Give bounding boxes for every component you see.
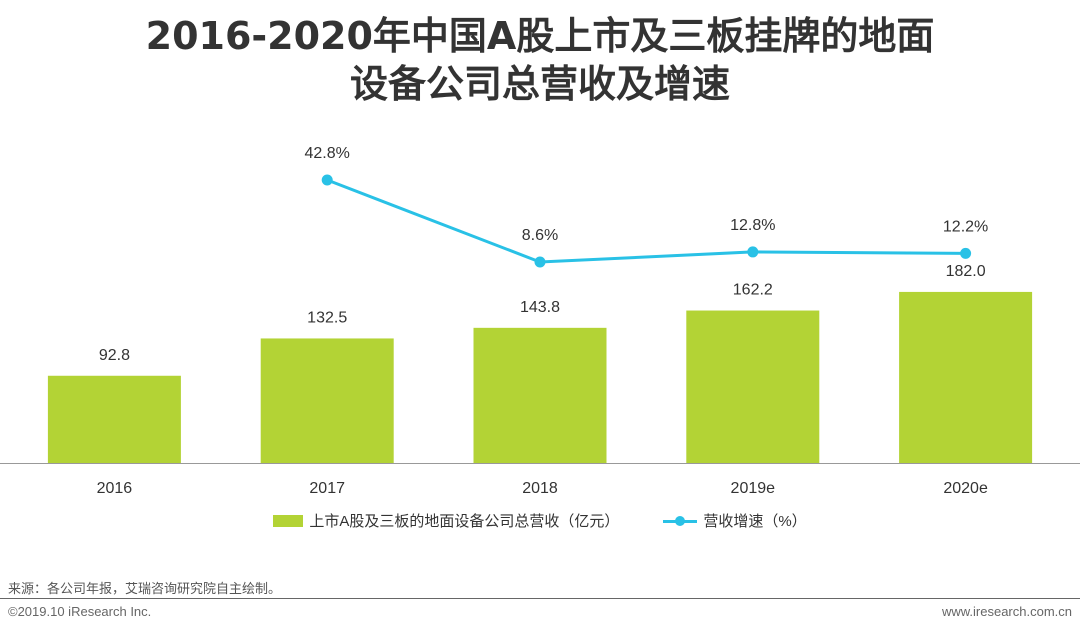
chart-legend: 上市A股及三板的地面设备公司总营收（亿元） 营收增速（%） bbox=[0, 510, 1080, 531]
copyright-text: ©2019.10 iResearch Inc. bbox=[8, 604, 152, 619]
bar-2018 bbox=[473, 327, 607, 463]
chart-title-line-2: 设备公司总营收及增速 bbox=[349, 62, 730, 106]
growth-label-2019e: 12.8% bbox=[730, 217, 775, 234]
growth-point-2018 bbox=[534, 256, 546, 268]
legend-label-revenue: 上市A股及三板的地面设备公司总营收（亿元） bbox=[309, 513, 620, 530]
x-tick-label-2017: 2017 bbox=[309, 480, 345, 497]
growth-point-2017 bbox=[321, 174, 333, 186]
bar-2016 bbox=[47, 375, 181, 463]
legend-label-growth: 营收增速（%） bbox=[703, 513, 807, 530]
growth-label-2020e: 12.2% bbox=[943, 218, 988, 235]
legend-item-growth: 营收增速（%） bbox=[663, 510, 807, 531]
footer-divider bbox=[0, 598, 1080, 599]
growth-line bbox=[326, 178, 966, 264]
bar-label-2019e: 162.2 bbox=[733, 282, 773, 299]
source-note: 来源：各公司年报，艾瑞咨询研究院自主绘制。 bbox=[8, 581, 282, 596]
bar-label-2016: 92.8 bbox=[99, 347, 130, 364]
x-tick-label-2020e: 2020e bbox=[943, 480, 988, 497]
legend-swatch-growth bbox=[663, 515, 698, 527]
bar-2019e bbox=[686, 310, 820, 463]
bar-label-2017: 132.5 bbox=[307, 309, 347, 326]
growth-label-2017: 42.8% bbox=[305, 145, 350, 162]
bar-label-2020e: 182.0 bbox=[946, 263, 986, 280]
bar-2020e bbox=[899, 291, 1033, 463]
growth-label-2018: 8.6% bbox=[522, 227, 558, 244]
chart-title-line-1: 2016-2020年中国A股上市及三板挂牌的地面 bbox=[145, 14, 935, 58]
x-tick-label-2016: 2016 bbox=[97, 480, 133, 497]
legend-item-revenue: 上市A股及三板的地面设备公司总营收（亿元） bbox=[273, 510, 619, 531]
x-tick-label-2019e: 2019e bbox=[731, 480, 776, 497]
growth-point-2020e bbox=[960, 247, 972, 259]
legend-swatch-revenue bbox=[273, 514, 304, 527]
chart-title: 2016-2020年中国A股上市及三板挂牌的地面 设备公司总营收及增速 bbox=[0, 12, 1080, 108]
website-link[interactable]: www.iresearch.com.cn bbox=[941, 604, 1072, 619]
x-tick-label-2018: 2018 bbox=[522, 480, 558, 497]
growth-point-2019e bbox=[747, 246, 759, 258]
chart-plot: 92.8 132.5 143.8 162.2 182.0 2016 2017 2018 2019… bbox=[0, 145, 1080, 497]
bar-2017 bbox=[260, 338, 394, 463]
bar-label-2018: 143.8 bbox=[520, 299, 560, 316]
